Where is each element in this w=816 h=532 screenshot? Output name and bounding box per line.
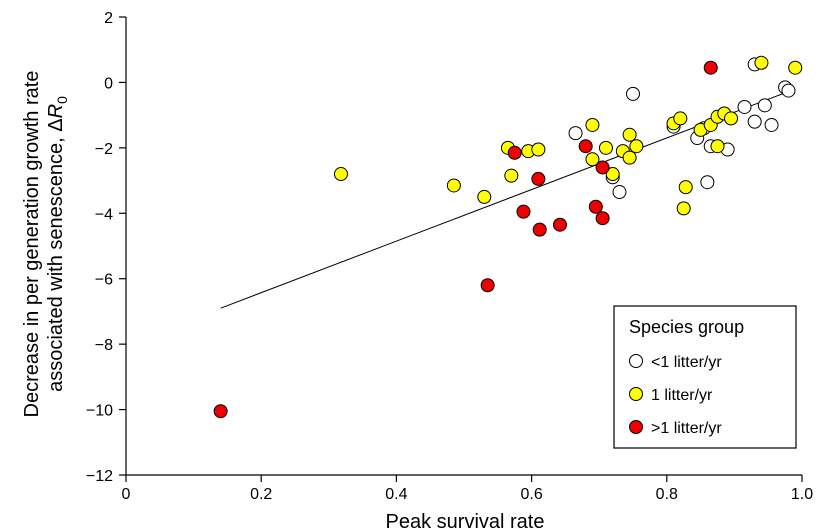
x-axis-ticks: 0 0.2 0.4 0.6 0.8 1.0 [122, 475, 813, 503]
data-point-series-1 [724, 111, 739, 126]
data-point-series-2 [532, 222, 547, 237]
data-point-series-1 [710, 139, 725, 154]
data-point-series-1 [504, 168, 519, 183]
y-axis-ticks: 2 0 −2 −4 −6 −8 −10 −12 [86, 10, 126, 485]
data-point-series-1 [598, 140, 613, 155]
y-tick-label: −10 [86, 403, 113, 420]
data-point-series-1 [622, 150, 637, 165]
y-axis-title: Decrease in per generation growth rate a… [21, 71, 70, 418]
data-point-series-1 [676, 201, 691, 216]
y-axis-title-line2: associated with senescence, ΔR0 [45, 96, 70, 392]
legend-label: 1 litter/yr [651, 387, 713, 404]
data-point-series-0 [757, 98, 772, 113]
y-tick-label: 0 [104, 75, 113, 92]
x-tick-label: 0.4 [385, 486, 407, 503]
axes: 0 0.2 0.4 0.6 0.8 1.0 2 0 −2 −4 −6 −8 −10 −12 [86, 10, 813, 503]
data-point-series-1 [531, 142, 546, 157]
data-point-series-2 [595, 211, 610, 226]
data-point-series-2 [507, 145, 522, 160]
data-point-series-2 [480, 278, 495, 293]
y-tick-label: −8 [95, 337, 113, 354]
data-point-series-1 [446, 178, 461, 193]
y-axis-title-line2-prefix: associated with senescence, Δ [45, 118, 67, 392]
data-point-series-0 [626, 86, 640, 101]
y-tick-label: −2 [95, 141, 113, 158]
y-tick-label: −4 [95, 206, 113, 223]
y-tick-label: 2 [104, 10, 113, 27]
y-axis-title-subscript: 0 [54, 96, 70, 104]
data-point-series-1 [678, 180, 693, 195]
y-axis-title-variable: R [45, 104, 67, 118]
data-point-series-2 [578, 139, 593, 154]
data-point-series-1 [333, 167, 348, 182]
data-point-series-2 [531, 171, 546, 186]
legend-marker [629, 354, 643, 368]
data-point-series-0 [764, 117, 779, 132]
data-point-series-0 [747, 114, 762, 129]
data-point-series-1 [788, 60, 803, 75]
legend-box [613, 305, 797, 449]
legend-title: Species group [629, 317, 744, 337]
data-point-series-1 [622, 127, 637, 142]
x-tick-label: 0.8 [656, 486, 678, 503]
legend-marker [629, 387, 643, 401]
data-point-series-1 [477, 189, 492, 204]
legend-marker [629, 420, 643, 434]
y-tick-label: −12 [86, 468, 113, 485]
data-point-series-0 [700, 175, 715, 190]
x-axis-title: Peak survival rate [386, 511, 545, 532]
data-point-series-2 [595, 160, 610, 175]
data-point-series-1 [673, 111, 688, 126]
data-point-series-1 [605, 167, 620, 182]
data-point-series-2 [588, 199, 603, 214]
legend-items: <1 litter/yr 1 litter/yr >1 litter/yr [629, 354, 722, 437]
legend-label: >1 litter/yr [651, 420, 722, 437]
data-points [213, 55, 803, 419]
legend: Species group <1 litter/yr 1 litter/yr >1 … [613, 305, 797, 449]
y-axis-title-line1: Decrease in per generation growth rate [21, 71, 43, 418]
x-tick-label: 0.6 [520, 486, 542, 503]
data-point-series-0 [737, 99, 752, 114]
x-tick-label: 1.0 [791, 486, 813, 503]
data-point-series-2 [703, 60, 718, 75]
data-point-series-1 [585, 117, 600, 132]
data-point-series-1 [629, 139, 644, 154]
data-point-series-0 [781, 83, 796, 98]
legend-label: <1 litter/yr [651, 354, 722, 371]
data-point-series-0 [568, 126, 583, 141]
data-point-series-1 [585, 152, 600, 167]
data-point-series-2 [516, 204, 531, 219]
data-point-series-2 [552, 217, 567, 232]
y-tick-label: −6 [95, 272, 113, 289]
data-point-series-1 [754, 55, 769, 70]
x-tick-label: 0 [122, 486, 131, 503]
data-point-series-0 [612, 185, 627, 200]
x-tick-label: 0.2 [250, 486, 272, 503]
data-point-series-2 [213, 404, 228, 419]
